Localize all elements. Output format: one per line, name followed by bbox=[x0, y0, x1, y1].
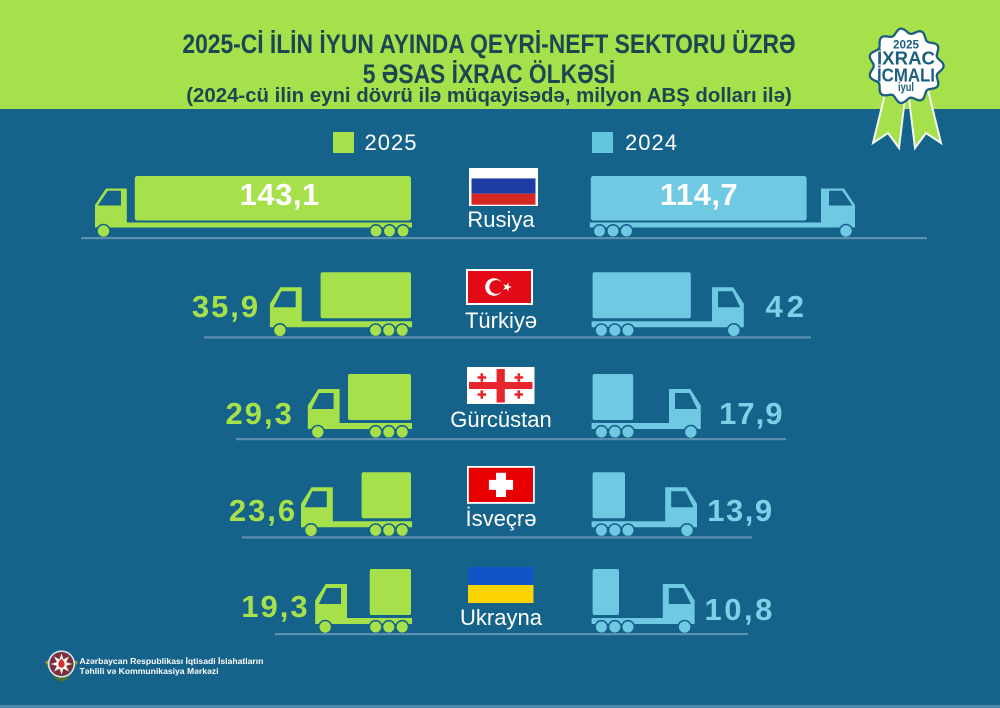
svg-text:2025: 2025 bbox=[893, 38, 919, 52]
svg-text:İXRAC: İXRAC bbox=[877, 48, 935, 68]
svg-text:İCMALI: İCMALI bbox=[877, 65, 935, 85]
svg-text:iyul: iyul bbox=[898, 82, 914, 94]
